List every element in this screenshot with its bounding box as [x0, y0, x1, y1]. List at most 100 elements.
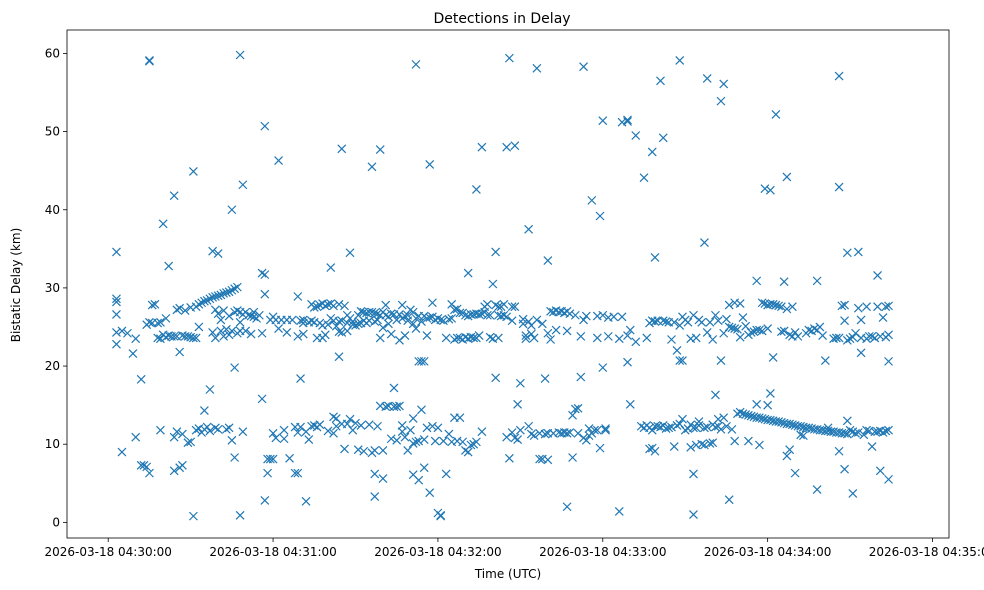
data-point-marker	[188, 333, 198, 343]
data-point-marker	[232, 306, 242, 315]
data-point-marker	[411, 59, 421, 69]
data-point-marker	[449, 335, 459, 344]
data-point-marker	[765, 185, 775, 195]
data-point-marker	[543, 455, 553, 465]
data-point-marker	[301, 496, 311, 506]
data-point-marker	[153, 333, 163, 343]
data-point-marker	[507, 302, 517, 312]
data-point-marker	[735, 332, 745, 342]
data-point-marker	[172, 427, 182, 437]
data-point-marker	[667, 422, 676, 432]
data-point-marker	[537, 319, 547, 329]
data-point-marker	[177, 429, 187, 439]
data-point-marker	[378, 446, 388, 455]
data-point-marker	[749, 327, 759, 337]
data-point-marker	[373, 315, 382, 325]
data-point-marker	[224, 287, 234, 297]
data-point-marker	[331, 421, 341, 431]
data-point-marker	[625, 325, 635, 335]
x-axis-label: Time (UTC)	[474, 567, 541, 581]
data-point-marker	[760, 184, 770, 194]
data-point-marker	[384, 319, 393, 329]
data-point-marker	[675, 356, 685, 366]
data-point-marker	[727, 323, 737, 333]
data-point-marker	[406, 425, 415, 435]
data-point-marker	[568, 453, 577, 462]
data-point-marker	[595, 211, 605, 221]
data-point-marker	[274, 156, 283, 165]
data-point-marker	[205, 426, 215, 436]
data-point-marker	[524, 224, 534, 234]
data-point-marker	[587, 195, 597, 205]
data-point-marker	[782, 304, 792, 314]
data-point-marker	[353, 445, 363, 455]
data-point-marker	[293, 331, 303, 341]
data-point-marker	[738, 409, 748, 419]
data-point-marker	[837, 301, 847, 311]
data-point-marker	[834, 182, 844, 192]
data-point-marker	[796, 430, 806, 440]
data-point-marker	[724, 322, 734, 332]
data-point-marker	[408, 307, 418, 317]
data-point-marker	[598, 310, 608, 320]
data-point-marker	[502, 312, 512, 322]
data-point-marker	[378, 323, 388, 333]
data-point-marker	[864, 331, 874, 341]
data-point-marker	[433, 313, 443, 323]
data-point-marker	[579, 315, 588, 325]
data-point-marker	[493, 333, 503, 343]
data-point-marker	[202, 422, 212, 432]
data-point-marker	[840, 300, 850, 310]
data-point-marker	[700, 423, 709, 433]
data-point-marker	[296, 374, 305, 383]
data-point-marker	[730, 436, 740, 446]
data-point-marker	[463, 268, 473, 278]
data-point-marker	[768, 353, 778, 362]
data-point-marker	[502, 142, 512, 152]
y-tick-label: 40	[45, 203, 60, 217]
data-point-marker	[730, 324, 740, 333]
data-point-marker	[697, 317, 707, 327]
data-point-marker	[809, 324, 819, 333]
data-point-marker	[510, 302, 520, 312]
data-point-marker	[452, 304, 462, 314]
data-point-marker	[414, 436, 424, 446]
data-point-marker	[840, 464, 850, 474]
data-point-marker	[117, 447, 127, 457]
data-point-marker	[359, 446, 369, 456]
data-point-marker	[488, 279, 498, 289]
data-point-marker	[136, 460, 146, 470]
data-point-marker	[145, 468, 154, 478]
data-point-marker	[337, 144, 347, 154]
data-point-marker	[199, 406, 209, 416]
data-point-marker	[719, 79, 729, 89]
plot-frame	[66, 29, 950, 539]
data-point-marker	[351, 418, 360, 428]
data-point-marker	[793, 331, 803, 341]
data-point-marker	[227, 435, 237, 445]
data-point-marker	[540, 374, 550, 383]
data-point-marker	[227, 205, 237, 215]
data-point-marker	[474, 310, 484, 319]
data-point-marker	[342, 318, 352, 328]
data-point-marker	[504, 53, 514, 63]
data-point-marker	[417, 317, 426, 326]
data-point-marker	[669, 317, 679, 327]
data-point-marker	[392, 315, 402, 325]
data-point-marker	[796, 421, 806, 431]
data-point-marker	[658, 133, 668, 143]
data-point-marker	[370, 469, 380, 479]
data-point-marker	[595, 443, 605, 453]
data-point-marker	[576, 372, 586, 382]
y-tick-label: 0	[52, 515, 60, 529]
data-point-marker	[128, 349, 138, 358]
data-point-marker	[419, 435, 429, 444]
data-point-marker	[477, 142, 487, 152]
data-point-marker	[260, 121, 270, 131]
data-point-marker	[562, 502, 572, 512]
data-point-marker	[881, 426, 891, 436]
data-point-marker	[881, 302, 891, 312]
data-point-marker	[853, 303, 863, 313]
data-point-marker	[518, 319, 528, 329]
